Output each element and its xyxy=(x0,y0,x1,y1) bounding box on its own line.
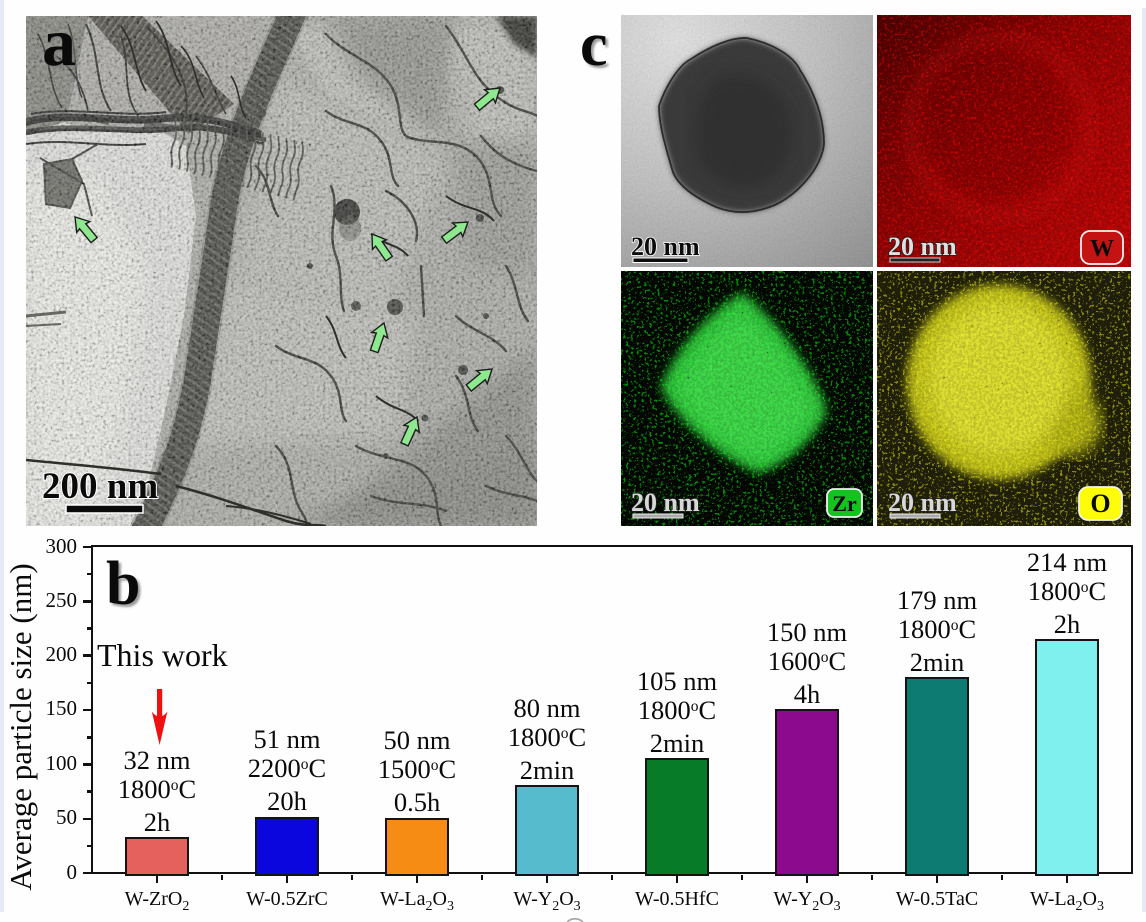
svg-text:W: W xyxy=(1090,236,1114,262)
svg-text:20 nm: 20 nm xyxy=(631,488,700,517)
svg-text:O: O xyxy=(1090,489,1110,518)
svg-text:20 nm: 20 nm xyxy=(888,488,957,517)
svg-text:200 nm: 200 nm xyxy=(42,466,158,507)
svg-text:20 nm: 20 nm xyxy=(631,232,700,261)
svg-text:20 nm: 20 nm xyxy=(888,232,957,261)
svg-text:Zr: Zr xyxy=(832,491,857,516)
